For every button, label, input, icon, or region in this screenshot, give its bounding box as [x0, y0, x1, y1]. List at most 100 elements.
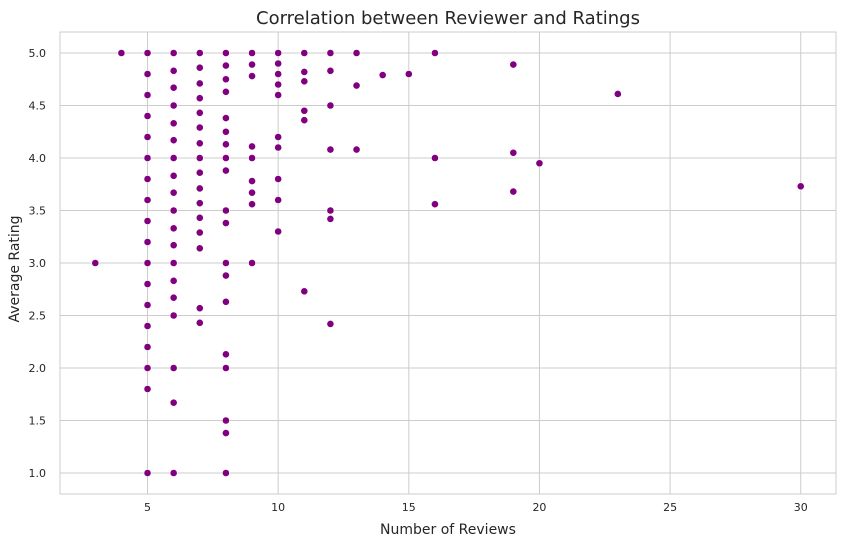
- data-point: [169, 136, 178, 145]
- data-point: [195, 184, 204, 193]
- data-point: [509, 187, 518, 196]
- data-point: [143, 301, 152, 309]
- data-point: [195, 168, 204, 177]
- data-point: [169, 66, 178, 75]
- y-tick-label: 1.5: [29, 415, 47, 428]
- data-point: [535, 159, 544, 168]
- data-point: [222, 127, 230, 136]
- data-point: [195, 139, 204, 148]
- data-point: [404, 70, 413, 78]
- data-point: [274, 196, 283, 204]
- data-point: [613, 90, 622, 98]
- data-point: [300, 116, 309, 125]
- data-point: [143, 154, 152, 162]
- data-point: [195, 213, 204, 222]
- data-point: [143, 196, 152, 204]
- data-point: [352, 49, 361, 57]
- data-point: [169, 206, 178, 215]
- data-point: [274, 80, 283, 89]
- data-point: [222, 206, 230, 215]
- data-point: [326, 214, 335, 223]
- data-point: [169, 241, 178, 250]
- x-tick-label: 5: [144, 501, 151, 514]
- data-point: [222, 350, 230, 359]
- y-tick-label: 1.0: [29, 467, 47, 480]
- data-point: [222, 114, 230, 122]
- data-point: [195, 318, 204, 327]
- data-point: [143, 259, 152, 267]
- data-point: [143, 175, 152, 183]
- data-point: [195, 154, 204, 162]
- data-point: [169, 293, 178, 302]
- data-point: [195, 123, 204, 132]
- data-point: [169, 276, 178, 285]
- data-point: [222, 140, 230, 149]
- y-tick-label: 2.5: [29, 310, 47, 323]
- y-tick-label: 4.5: [29, 100, 47, 113]
- data-point: [143, 112, 152, 120]
- data-point: [248, 49, 256, 57]
- data-point: [169, 224, 178, 233]
- data-point: [169, 188, 178, 197]
- data-points: [91, 49, 805, 477]
- data-point: [222, 219, 230, 227]
- data-point: [143, 49, 152, 57]
- data-point: [169, 119, 178, 128]
- data-point: [326, 49, 335, 57]
- x-axis-label: Number of Reviews: [380, 522, 516, 538]
- data-point: [326, 319, 335, 328]
- data-point: [300, 287, 309, 296]
- data-point: [143, 469, 152, 477]
- data-point: [143, 70, 152, 78]
- data-point: [248, 60, 256, 69]
- data-point: [300, 49, 309, 57]
- data-point: [222, 271, 230, 280]
- data-point: [195, 228, 204, 237]
- data-point: [169, 469, 178, 477]
- data-point: [143, 280, 152, 288]
- data-point: [169, 83, 178, 92]
- data-point: [222, 469, 230, 477]
- data-point: [222, 429, 230, 437]
- data-point: [248, 259, 256, 267]
- data-point: [222, 364, 230, 372]
- data-point: [326, 145, 335, 154]
- data-point: [169, 49, 178, 57]
- data-point: [326, 206, 335, 215]
- data-point: [169, 311, 178, 320]
- data-point: [300, 106, 309, 115]
- data-point: [169, 364, 178, 372]
- data-point: [143, 364, 152, 372]
- data-point: [222, 416, 230, 425]
- data-point: [222, 154, 230, 162]
- data-point: [143, 217, 152, 225]
- data-point: [509, 60, 518, 69]
- data-point: [222, 75, 230, 84]
- data-point: [169, 154, 178, 162]
- data-point: [431, 49, 439, 57]
- data-point: [300, 68, 309, 76]
- x-axis-ticks: 5 10 15 20 25 30: [144, 501, 808, 514]
- data-point: [169, 171, 178, 180]
- data-point: [352, 81, 361, 90]
- data-point: [274, 59, 283, 68]
- y-axis-ticks: 1.0 1.5 2.0 2.5 3.0 3.5 4.0 4.5 5.0: [29, 47, 47, 480]
- data-point: [248, 200, 256, 209]
- data-point: [248, 188, 256, 197]
- x-tick-label: 20: [532, 501, 546, 514]
- data-point: [143, 385, 152, 393]
- data-point: [195, 244, 204, 253]
- data-point: [274, 70, 283, 78]
- data-point: [300, 77, 309, 86]
- data-point: [143, 133, 152, 141]
- data-point: [274, 227, 283, 236]
- data-point: [378, 71, 387, 79]
- data-point: [274, 49, 283, 57]
- data-point: [352, 145, 361, 154]
- data-point: [222, 87, 230, 96]
- data-point: [117, 49, 126, 57]
- data-point: [222, 49, 230, 57]
- x-tick-label: 10: [271, 501, 285, 514]
- y-tick-label: 4.0: [29, 152, 47, 165]
- y-tick-label: 2.0: [29, 362, 47, 375]
